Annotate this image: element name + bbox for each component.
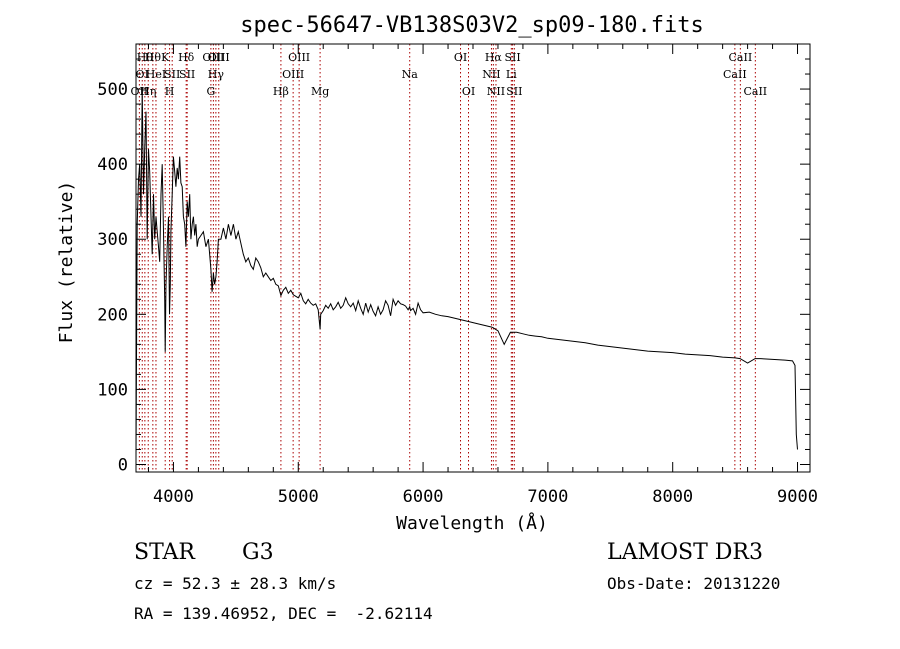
survey-name: LAMOST DR3	[607, 540, 763, 565]
line-label-na: Na	[402, 68, 419, 81]
line-label-caii: CaII	[729, 51, 753, 64]
line-label-sii: SII	[506, 85, 522, 98]
observation-date: Obs-Date: 20131220	[607, 574, 781, 593]
x-tick-label: 8000	[652, 487, 693, 507]
emission-line-labels: OII OI Hθ Hη Hθ HeI K H SII Hδ SII G OIII Hγ OIII Hβ OII…	[131, 51, 768, 98]
y-tick-label: 300	[97, 230, 128, 250]
plot-frame	[135, 43, 811, 473]
line-label-mg: Mg	[311, 85, 329, 98]
line-label-sii: SII	[164, 68, 180, 81]
x-tick-label: 5000	[278, 487, 319, 507]
y-tick-label: 200	[97, 305, 128, 325]
object-class: STAR	[134, 540, 195, 565]
emission-line-markers	[138, 44, 756, 472]
line-label-caii: CaII	[743, 85, 767, 98]
line-label-li: Li	[506, 68, 517, 81]
line-label-hγ: Hγ	[208, 68, 225, 81]
ra-dec-coordinates: RA = 139.46952, DEC = -2.62114	[134, 604, 433, 623]
x-tick-label: 7000	[527, 487, 568, 507]
y-tick-label: 400	[97, 155, 128, 175]
x-axis-label: Wavelength (Å)	[396, 512, 548, 534]
line-label-hθ: Hθ	[137, 51, 154, 64]
y-axis-label: Flux (relative)	[56, 181, 77, 344]
chart-title: spec-56647-VB138S03V2_sp09-180.fits	[240, 13, 704, 38]
x-tick-label: 9000	[777, 487, 818, 507]
y-tick-label: 0	[118, 455, 128, 475]
line-label-oii: OII	[131, 85, 149, 98]
line-label-hα: Hα	[485, 51, 503, 64]
line-label-hθ: Hθ	[145, 51, 162, 64]
line-label-oiii: OIII	[202, 51, 224, 64]
line-label-hei: HeI	[146, 68, 166, 81]
line-label-sii: SII	[504, 51, 520, 64]
object-subclass: G3	[242, 540, 274, 565]
line-label-oiii: OIII	[282, 68, 304, 81]
x-axis-ticks: 4000 5000 6000 7000 8000 9000	[147, 44, 818, 507]
y-tick-label: 100	[97, 380, 128, 400]
line-label-g: G	[206, 85, 215, 98]
line-label-oiii: OIII	[288, 51, 310, 64]
y-tick-label: 500	[97, 80, 128, 100]
line-label-hβ: Hβ	[273, 85, 289, 98]
line-label-caii: CaII	[723, 68, 747, 81]
line-label-hη: Hη	[140, 85, 156, 98]
line-label-oi: OI	[454, 51, 467, 64]
line-label-nii: NII	[487, 85, 505, 98]
x-tick-label: 6000	[403, 487, 444, 507]
line-label-hδ: Hδ	[178, 51, 195, 64]
y-axis-ticks: 0 100 200 300 400 500	[97, 58, 810, 475]
redshift-cz: cz = 52.3 ± 28.3 km/s	[134, 574, 337, 593]
line-label-oi: OI	[136, 68, 149, 81]
line-label-sii: SII	[179, 68, 195, 81]
line-label-nii: NII	[482, 68, 500, 81]
line-label-oi: OI	[462, 85, 475, 98]
line-label-oiii: OIII	[208, 51, 230, 64]
line-label-h: H	[165, 85, 175, 98]
spectrum-series-line	[135, 89, 798, 458]
x-tick-label: 4000	[153, 487, 194, 507]
line-label-k: K	[161, 51, 170, 64]
